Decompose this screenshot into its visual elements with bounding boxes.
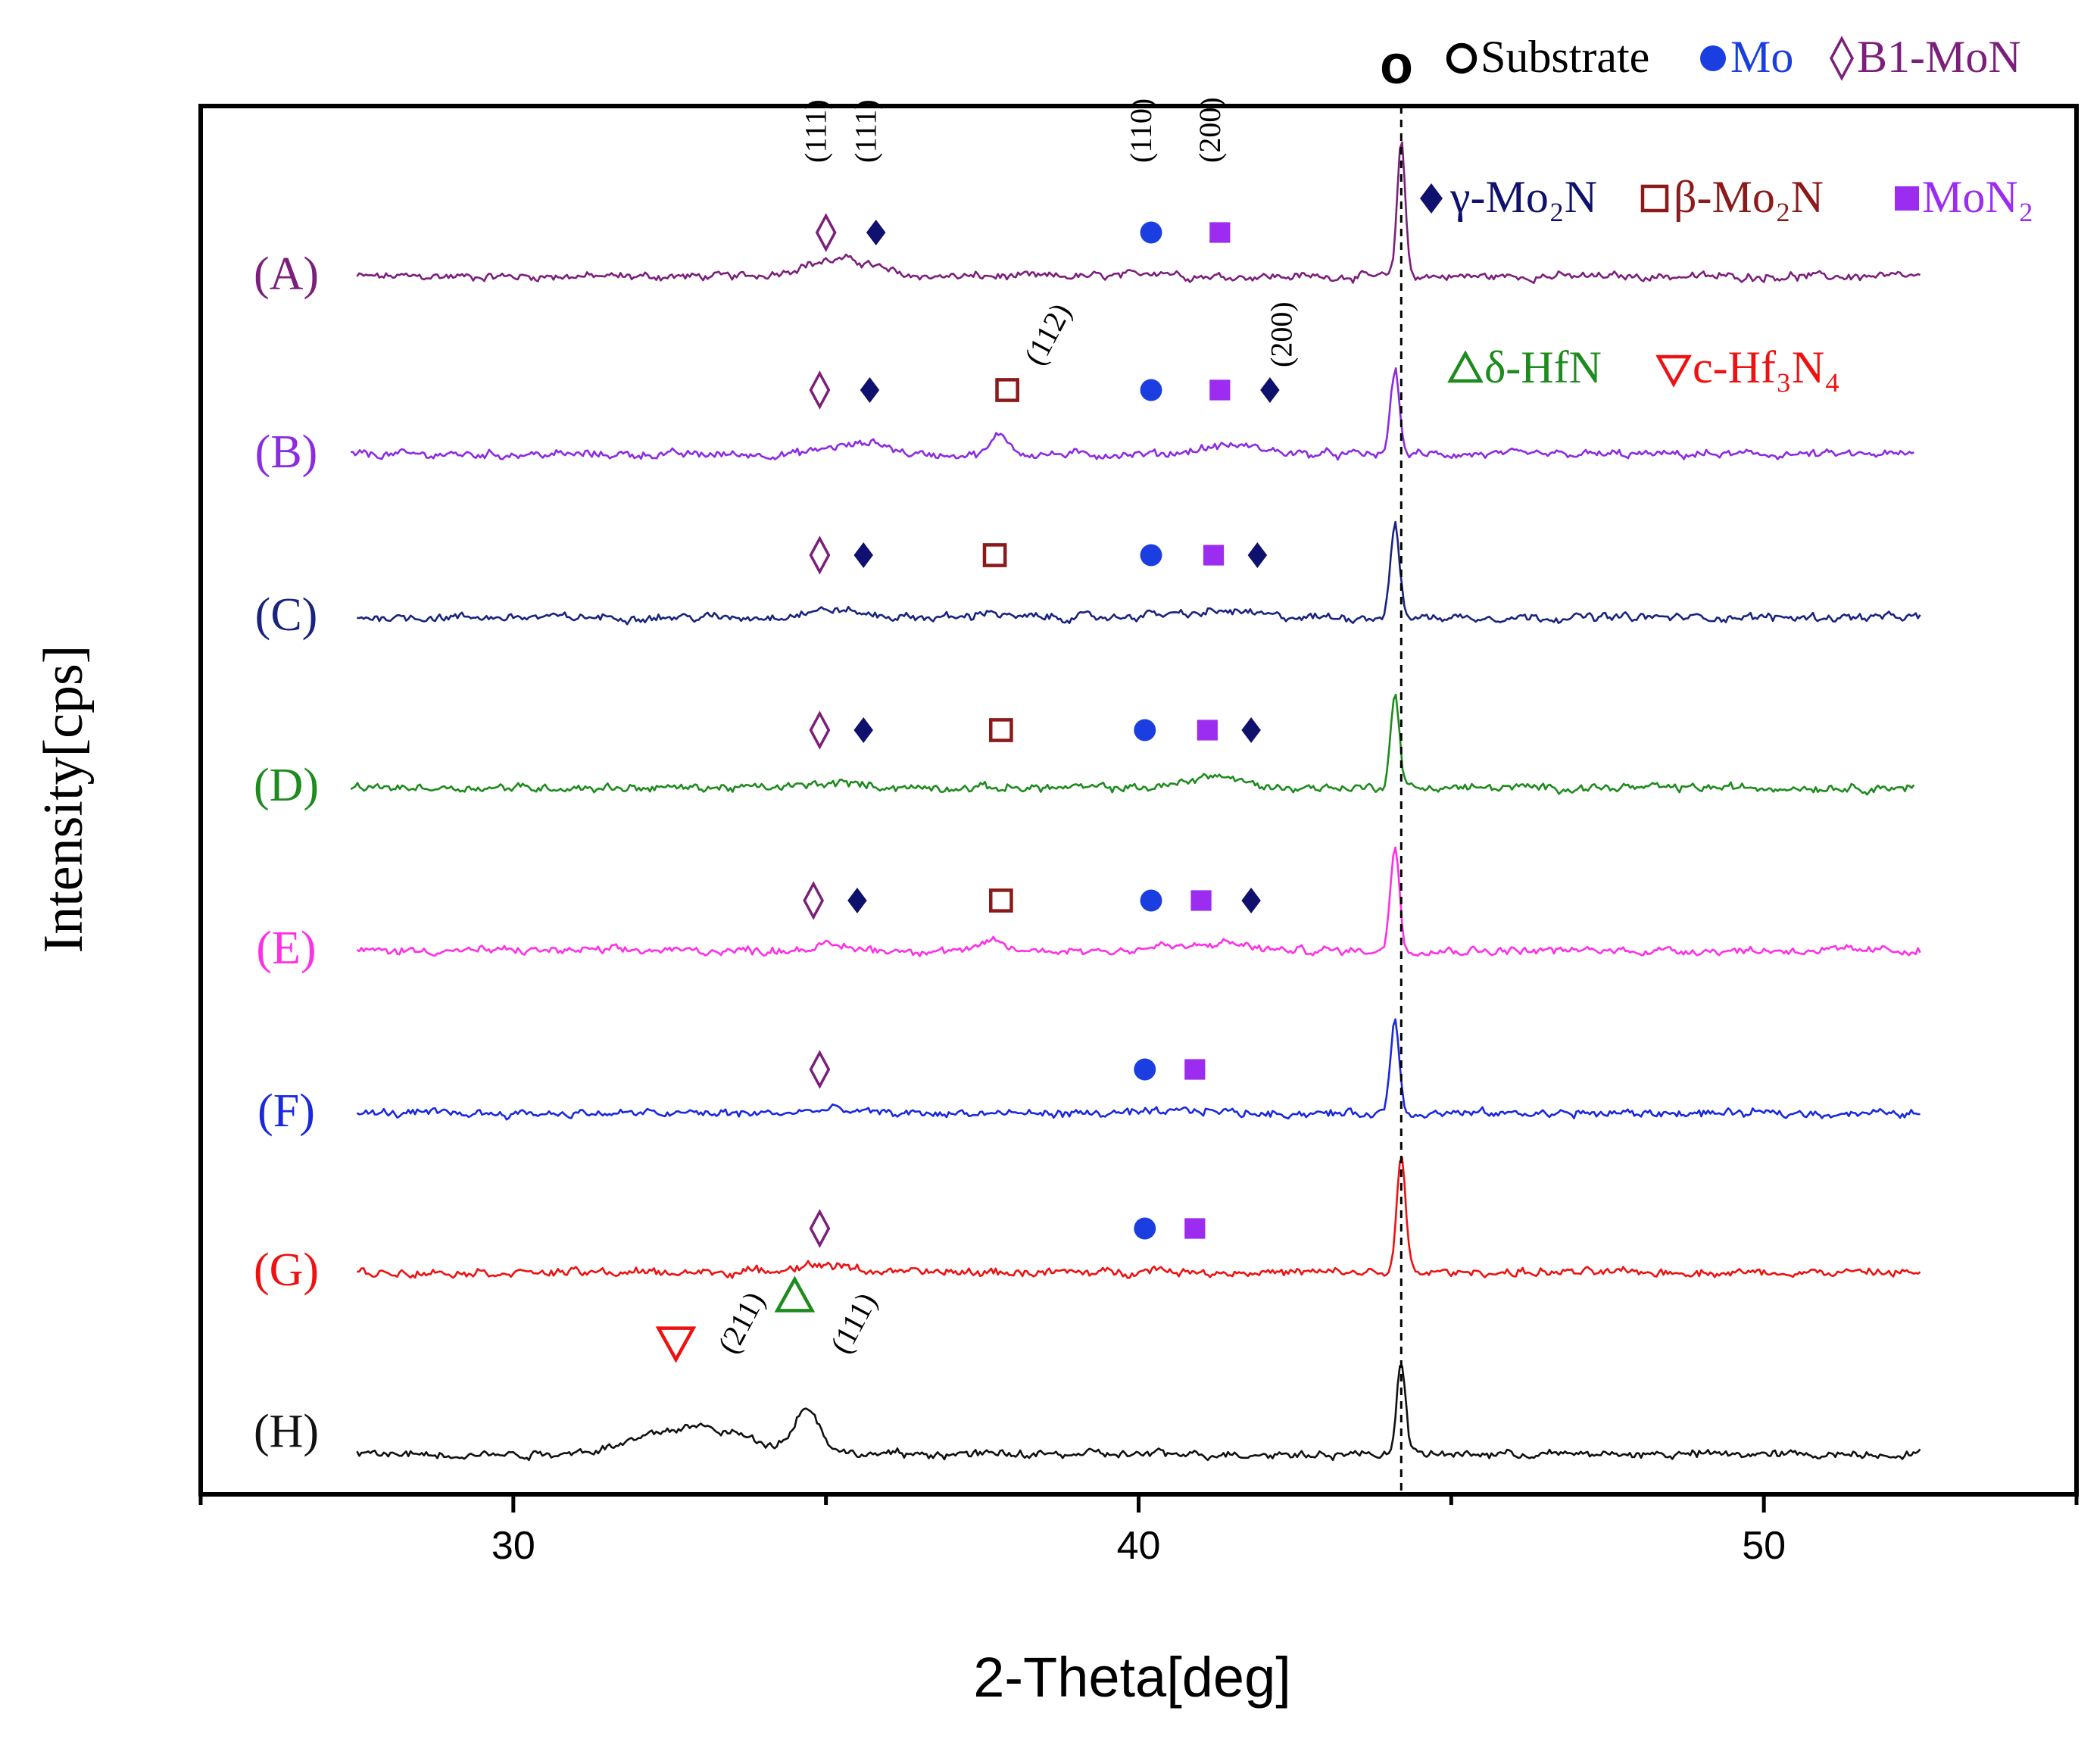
series-label: (H): [254, 1406, 319, 1457]
x-tick-label: 40: [1117, 1524, 1161, 1568]
square-marker: [1895, 186, 1919, 211]
diamond-marker: [847, 888, 867, 913]
triangle-up-open-marker: [1447, 350, 1484, 383]
square-open-marker: [1640, 184, 1669, 213]
diamond-open-marker: [809, 535, 831, 575]
circle-marker: [1134, 1217, 1156, 1240]
peak-annotation: (200): [1193, 97, 1227, 163]
series-line: [356, 846, 1921, 957]
triangle-down-open-marker: [655, 1326, 697, 1363]
series-line: [357, 520, 1921, 626]
series-line: [351, 367, 1914, 461]
series-label: (F): [257, 1085, 315, 1137]
diamond-marker: [1241, 888, 1261, 913]
diamond-open-marker: [809, 370, 831, 410]
circle-open-marker: [1446, 42, 1477, 74]
peak-annotation: (111): [823, 1287, 883, 1359]
series-line: [350, 693, 1915, 796]
diamond-marker: [1247, 542, 1268, 568]
diamond-open-marker: [1830, 36, 1854, 81]
triangle-up-open-marker: [774, 1275, 816, 1313]
series-label: (G): [254, 1244, 319, 1296]
legend-label: B1-MoN: [1857, 32, 2021, 82]
diamond-open-marker: [809, 710, 831, 750]
square-marker: [1184, 1059, 1206, 1080]
peak-annotation: (111): [799, 99, 833, 163]
peak-annotation: (112): [1017, 298, 1078, 370]
square-marker: [1190, 890, 1212, 911]
square-marker: [1209, 379, 1231, 401]
circle-marker: [1140, 544, 1162, 567]
series-line: [356, 1018, 1921, 1121]
legend-label: β-Mo₂N: [1674, 172, 1824, 222]
x-tick-label: 30: [491, 1524, 535, 1568]
diamond-marker: [1420, 183, 1443, 214]
peak-annotation: (211): [711, 1286, 772, 1359]
peak-annotation: (110): [1124, 98, 1158, 163]
plot-frame: [198, 104, 2079, 1497]
diamond-marker: [853, 717, 873, 743]
diamond-marker: [1241, 717, 1261, 743]
diamond-open-marker: [809, 1209, 831, 1248]
triangle-down-open-marker: [1655, 354, 1692, 388]
series-label: (B): [255, 426, 318, 478]
square-open-marker: [995, 378, 1019, 402]
diamond-open-marker: [803, 881, 825, 920]
series-label: (D): [254, 760, 319, 811]
legend-label: c-Hf₃N₄: [1693, 342, 1840, 392]
circle-marker: [1700, 45, 1726, 71]
square-marker: [1197, 720, 1218, 741]
square-marker: [1184, 1218, 1206, 1239]
diamond-marker: [866, 220, 886, 245]
square-open-marker: [989, 718, 1013, 742]
diamond-marker: [853, 542, 873, 568]
series-label: (E): [256, 923, 316, 974]
series-line: [356, 1365, 1921, 1462]
diamond-marker: [1260, 377, 1280, 403]
y-axis-label: Intensity[cps]: [33, 645, 95, 954]
series-label: (C): [255, 589, 318, 641]
diamond-open-marker: [809, 1050, 831, 1089]
circle-marker: [1134, 1058, 1156, 1081]
square-marker: [1203, 545, 1225, 566]
legend-label: δ-HfN: [1484, 342, 1602, 392]
circle-marker: [1134, 719, 1156, 741]
circle-marker: [1140, 221, 1162, 244]
diamond-marker: [860, 377, 880, 403]
square-open-marker: [989, 888, 1013, 913]
x-axis-label: 2-Theta[deg]: [973, 1646, 1291, 1709]
series-line: [357, 1156, 1921, 1279]
x-tick-label: 50: [1742, 1524, 1786, 1568]
circle-marker: [1140, 379, 1162, 401]
series-line: [356, 141, 1921, 284]
square-open-marker: [982, 543, 1007, 567]
peak-annotation: (200): [1264, 301, 1298, 367]
legend-label: Substrate: [1481, 32, 1649, 82]
circle-marker: [1140, 889, 1162, 912]
substrate-peak-marker: o: [1380, 35, 1413, 95]
square-marker: [1209, 222, 1231, 243]
peak-annotation: (111): [849, 99, 883, 163]
legend-label: γ-Mo₂N: [1449, 172, 1597, 222]
series-label: (A): [254, 248, 319, 300]
legend-label: Mo: [1730, 32, 1793, 82]
legend-label: MoN₂: [1922, 172, 2034, 222]
diamond-open-marker: [815, 213, 837, 252]
